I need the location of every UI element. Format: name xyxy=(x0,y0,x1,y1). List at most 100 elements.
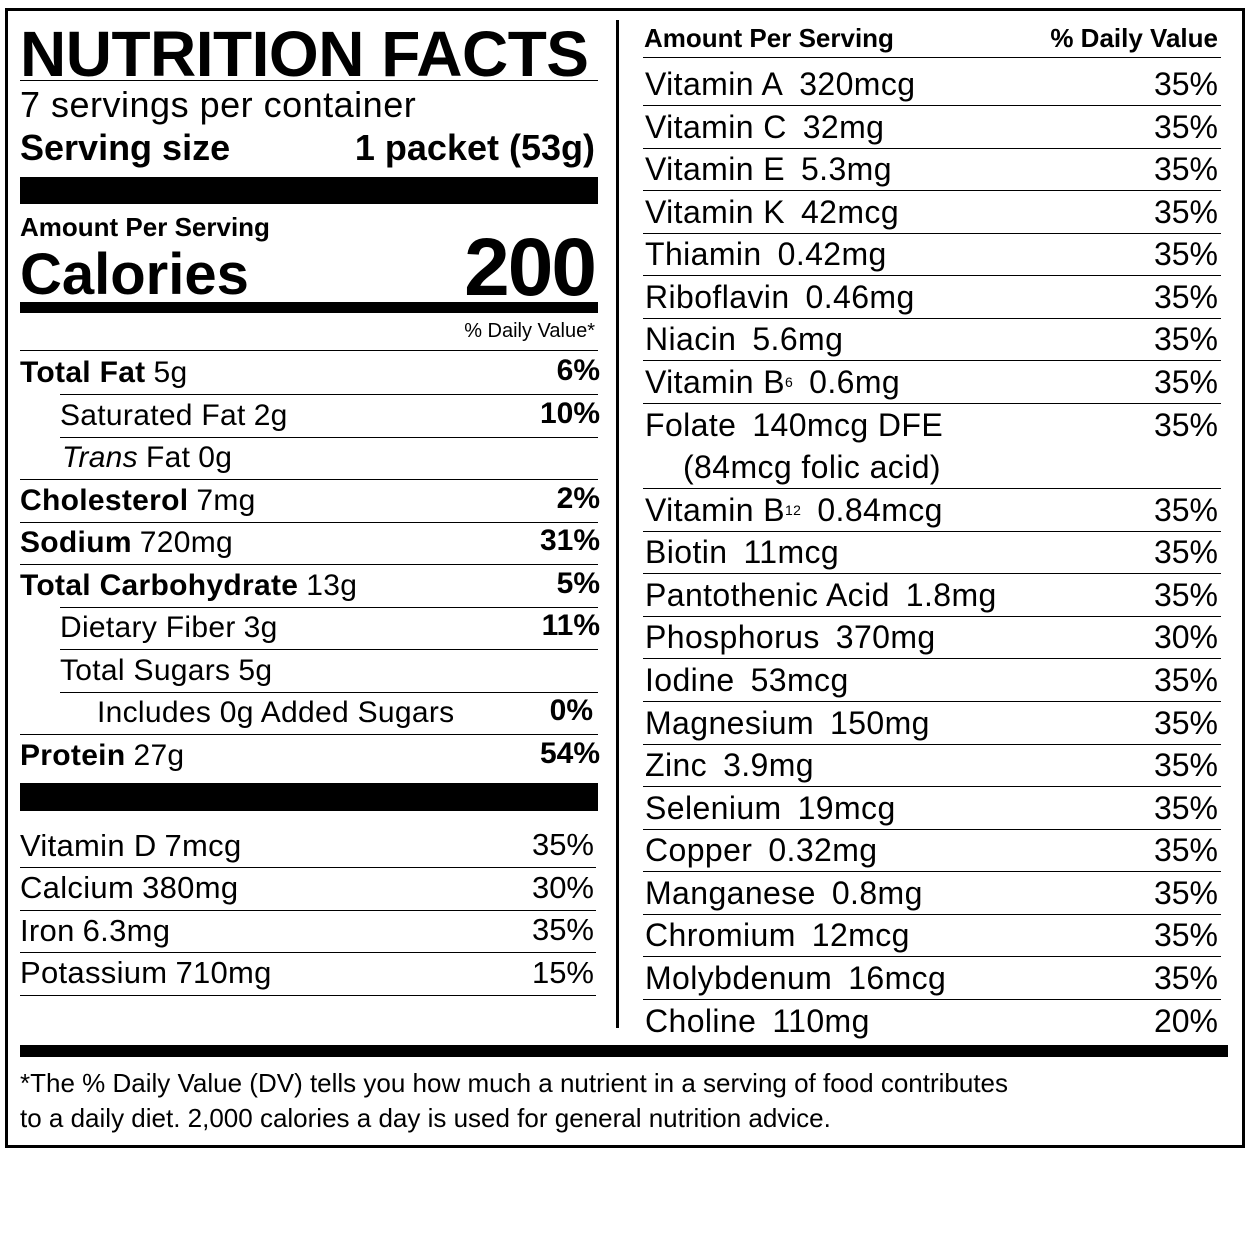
nutrient-name: Riboflavin xyxy=(645,278,790,315)
nutrient-amount: 11mcg xyxy=(743,534,840,571)
rule xyxy=(60,394,598,395)
rule xyxy=(643,57,1221,58)
nutrient-amount: 2g xyxy=(253,398,288,432)
rule xyxy=(643,530,1221,532)
nutrient-dv: 35% xyxy=(1153,917,1218,954)
nutrient-dv: 35% xyxy=(1153,491,1218,528)
vitamin-row: Vitamin D 7mcg xyxy=(20,828,242,862)
rule xyxy=(643,147,1221,149)
vitamin-dv: 30% xyxy=(531,869,594,905)
rule xyxy=(643,105,1221,106)
nutrient-name: Vitamin B xyxy=(645,363,785,400)
nutrient-prefix: Trans xyxy=(62,441,138,474)
nutrient-name: Magnesium xyxy=(645,704,815,741)
rule xyxy=(643,743,1221,745)
rule xyxy=(643,615,1221,617)
nutrient-row: Vitamin B 12 0.84mcg xyxy=(645,493,943,527)
rule xyxy=(60,436,598,438)
nutrient-dv: 35% xyxy=(1153,363,1218,400)
nutrient-name: Pantothenic Acid xyxy=(645,576,890,613)
right-header-right: % Daily Value xyxy=(1050,23,1218,53)
nutrient-dv: 5% xyxy=(556,566,600,600)
nutrient-name: Copper xyxy=(645,832,753,869)
footnote-line: to a daily diet. 2,000 calories a day is… xyxy=(20,1103,831,1133)
nutrient-row: Selenium 19mcg xyxy=(645,791,896,825)
vitamin-amount: 710mg xyxy=(175,955,272,990)
nutrient-amount: 19mcg xyxy=(797,789,896,826)
nutrient-row: Magnesium 150mg xyxy=(645,706,930,740)
nutrient-row: Copper 0.32mg xyxy=(645,833,878,867)
vitamin-row: Potassium 710mg xyxy=(20,956,272,990)
nutrient-dv: 35% xyxy=(1153,874,1218,911)
nutrient-amount: 3g xyxy=(243,611,278,644)
nutrient-name: Folate xyxy=(645,406,737,443)
serving-size: 1 packet (53g) xyxy=(354,127,595,168)
vitamin-amount: 6.3mg xyxy=(82,912,171,948)
rule xyxy=(643,317,1221,319)
rule xyxy=(643,700,1221,702)
nutrient-amount: 27g xyxy=(133,738,185,772)
nutrient-row: Sodium 720mg xyxy=(20,526,233,560)
nutrient-dv: 10% xyxy=(539,396,600,430)
nutrient-name: Vitamin C xyxy=(645,108,787,145)
nutrient-name: Niacin xyxy=(645,321,737,358)
nutrient-amount: 0.6mg xyxy=(809,363,901,400)
vitamin-dv: 35% xyxy=(531,912,594,947)
nutrient-name: Fat xyxy=(145,441,191,474)
rule xyxy=(643,488,1221,490)
rule xyxy=(643,956,1221,958)
rule xyxy=(20,734,598,735)
nutrient-amount: 7mg xyxy=(196,483,256,517)
nutrient-amount: 0.46mg xyxy=(805,278,915,315)
nutrient-row: Biotin 11mcg xyxy=(645,535,839,569)
medium-bar xyxy=(20,302,598,313)
rule xyxy=(643,232,1221,234)
nutrient-amount: 0.8mg xyxy=(831,874,923,911)
nutrient-dv: 6% xyxy=(556,354,600,387)
nutrient-row: Trans Fat 0g xyxy=(60,441,232,475)
column-divider xyxy=(616,20,619,1028)
nutrient-row: Riboflavin 0.46mg xyxy=(645,280,915,314)
rule xyxy=(20,909,596,911)
vitamin-dv: 15% xyxy=(531,954,594,990)
nutrient-name: Total Carbohydrate xyxy=(20,568,299,602)
nutrient-dv: 35% xyxy=(1153,321,1218,358)
nutrient-amount: 3.9mg xyxy=(723,747,814,784)
nutrient-row: Total Carbohydrate 13g xyxy=(20,569,357,603)
nutrient-amount: 1.8mg xyxy=(905,576,997,613)
footnote-line: *The % Daily Value (DV) tells you how mu… xyxy=(20,1068,1008,1098)
servings: 7 servings per container xyxy=(20,84,417,125)
nutrient-dv: 35% xyxy=(1153,193,1218,230)
nutrient-row: Vitamin B 6 0.6mg xyxy=(645,365,900,399)
nutrient-subscript: 6 xyxy=(784,373,794,390)
nutrient-row: Zinc 3.9mg xyxy=(645,748,814,782)
vitamin-amount: 7mcg xyxy=(164,827,242,863)
nutrient-row: Vitamin C 32mg xyxy=(645,110,884,144)
nutrient-name: Vitamin E xyxy=(645,151,785,188)
rule xyxy=(20,994,596,996)
nutrient-amount: 5.3mg xyxy=(800,151,892,188)
nutrient-name: Saturated Fat xyxy=(60,398,246,432)
nutrient-dv: 35% xyxy=(1153,236,1218,273)
nutrient-row: Molybdenum 16mcg xyxy=(645,961,946,995)
nutrient-name: Vitamin B xyxy=(645,491,785,528)
rule xyxy=(20,952,596,953)
dv-header: % Daily Value* xyxy=(464,320,595,342)
nutrient-amount: 42mcg xyxy=(800,193,900,230)
nutrient-dv: 35% xyxy=(1153,747,1218,784)
nutrient-row: Includes 0g Added Sugars xyxy=(97,696,454,730)
nutrient-amount: 110mg xyxy=(772,1002,870,1039)
nutrient-name: Sodium xyxy=(20,526,132,559)
nutrient-row: Manganese 0.8mg xyxy=(645,876,923,910)
nutrient-amount: 150mg xyxy=(830,704,930,741)
rule xyxy=(643,360,1221,362)
nutrient-dv: 35% xyxy=(1153,406,1218,443)
nutrient-amount: 13g xyxy=(306,568,358,602)
nutrient-amount: 16mcg xyxy=(848,959,947,996)
nutrient-row: Iodine 53mcg xyxy=(645,663,849,697)
nutrient-row: Choline 110mg xyxy=(645,1004,870,1038)
vitamin-name: Calcium xyxy=(20,870,135,905)
vitamin-row: Calcium 380mg xyxy=(20,871,238,905)
nutrient-amount: 53mcg xyxy=(750,661,849,698)
rule xyxy=(643,998,1221,1000)
